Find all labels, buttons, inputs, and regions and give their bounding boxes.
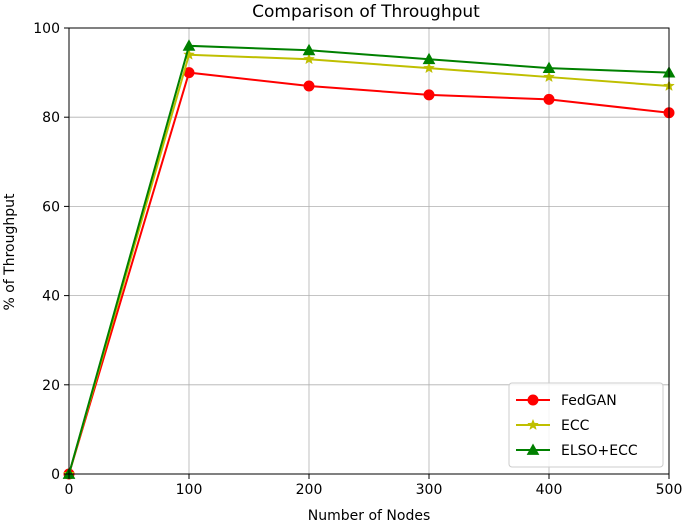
y-axis-ticks: 0 20 40 60 80 100 (33, 21, 69, 483)
legend-label: ECC (561, 418, 590, 434)
data-point-fedgan (543, 93, 555, 105)
x-tick-label: 300 (416, 482, 443, 498)
legend-item-fedgan: FedGAN (516, 393, 617, 409)
legend-marker (527, 394, 539, 406)
y-tick-label: 100 (33, 21, 60, 37)
legend-marker (526, 443, 540, 455)
x-tick-label: 0 (65, 482, 74, 498)
data-point-fedgan (303, 80, 315, 92)
legend-label: FedGAN (561, 393, 617, 409)
data-point-ecc (183, 48, 195, 60)
legend-item-elso-ecc: ELSO+ECC (516, 443, 638, 459)
plot-frame (68, 27, 670, 475)
series-line-elso-ecc (68, 44, 670, 475)
data-point-elso-ecc (542, 61, 556, 74)
y-tick-label: 80 (42, 110, 60, 126)
x-tick-label: 500 (656, 482, 683, 498)
legend-marker (527, 418, 539, 431)
data-point-elso-ecc (422, 52, 436, 65)
x-axis-ticks: 0 100 200 300 400 500 (65, 474, 683, 498)
chart-title: Comparison of Throughput (252, 2, 480, 22)
x-tick-label: 100 (176, 482, 203, 498)
series-line-fedgan (68, 71, 670, 475)
data-point-ecc (303, 53, 315, 65)
x-axis-label: Number of Nodes (308, 508, 430, 523)
y-tick-label: 60 (42, 199, 60, 215)
legend-item-ecc: ECC (516, 418, 590, 434)
legend: FedGAN ECC ELSO+ECC (508, 382, 664, 468)
series-line-ecc (68, 53, 670, 475)
legend-label: ELSO+ECC (561, 443, 638, 459)
series-fedgan (63, 67, 675, 480)
y-axis-label: % of Throughput (2, 193, 18, 311)
legend-box (508, 382, 664, 468)
data-point-elso-ecc (302, 43, 316, 56)
data-point-fedgan (423, 89, 435, 101)
data-point-elso-ecc (182, 39, 196, 51)
y-tick-label: 20 (42, 378, 60, 394)
data-point-ecc (423, 61, 435, 74)
y-tick-label: 0 (51, 467, 60, 483)
data-point-ecc (543, 70, 555, 83)
x-tick-label: 400 (536, 482, 563, 498)
y-tick-label: 40 (42, 289, 60, 305)
x-tick-label: 200 (296, 482, 323, 498)
